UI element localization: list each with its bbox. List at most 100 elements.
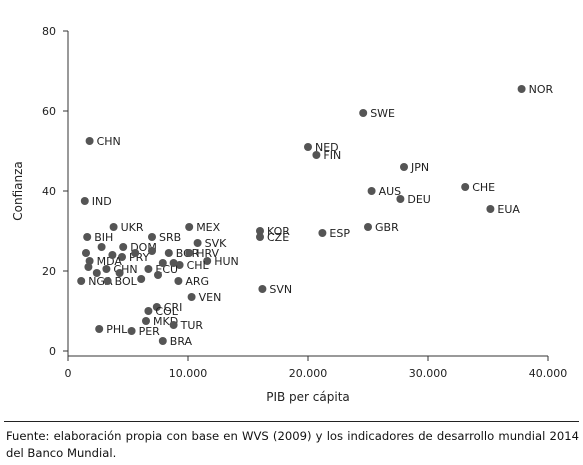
data-point [108, 251, 117, 259]
data-point [92, 269, 101, 277]
data-point [174, 277, 183, 285]
point-label: AUS [379, 185, 402, 198]
data-point [312, 151, 321, 159]
point-label: PER [139, 325, 161, 338]
data-point [119, 243, 128, 251]
point-label: SRB [159, 231, 181, 244]
data-point [83, 233, 92, 241]
point-label: MDA [97, 255, 123, 268]
scatter-chart: 0 20 40 60 80 0 10.000 20.000 30.000 40.000 NOR S… [11, 25, 568, 404]
y-tick-label: 40 [42, 185, 56, 198]
data-point [95, 325, 104, 333]
point-label: NOR [529, 83, 554, 96]
data-point [102, 265, 111, 273]
point-label: TUR [180, 319, 204, 332]
data-point [109, 223, 118, 231]
data-point [158, 259, 167, 267]
data-point [258, 285, 267, 293]
data-point [364, 223, 372, 231]
point-label: HUN [214, 255, 239, 268]
data-point [517, 85, 526, 93]
data-point [164, 249, 173, 257]
point-label: JPN [410, 161, 429, 174]
data-point [118, 253, 126, 261]
data-point [185, 249, 194, 257]
y-tick-label: 60 [42, 105, 56, 118]
point-label: ARG [185, 275, 209, 288]
point-label: NED [315, 141, 339, 154]
data-point [137, 275, 146, 283]
point-label: EUA [497, 203, 520, 216]
x-axis-title: PIB per cápita [266, 390, 350, 404]
data-point [148, 247, 156, 255]
source-note: Fuente: elaboración propia con base en W… [6, 429, 579, 460]
point-label: IND [92, 195, 112, 208]
x-tick-label: 20.000 [289, 367, 328, 380]
data-point [256, 233, 264, 241]
data-point [304, 143, 312, 151]
point-label: COL [155, 305, 178, 318]
data-point [144, 265, 153, 273]
y-axis-title: Confianza [11, 161, 25, 221]
x-tick-label: 40.000 [529, 367, 568, 380]
point-label: GBR [375, 221, 399, 234]
data-point [367, 187, 376, 195]
data-point [115, 269, 124, 277]
data-point [85, 257, 94, 265]
point-label: BIH [94, 231, 113, 244]
point-label: VEN [199, 291, 222, 304]
data-point [152, 303, 161, 311]
data-point [396, 195, 405, 203]
point-label: UKR [121, 221, 144, 234]
x-tick-label: 30.000 [409, 367, 448, 380]
y-axis: 0 20 40 60 80 [42, 25, 69, 358]
data-point [169, 321, 178, 329]
point-label: SVN [269, 283, 292, 296]
x-tick-label: 0 [65, 367, 72, 380]
point-label: KOR [267, 225, 290, 238]
data-point [486, 205, 495, 213]
data-point [131, 249, 140, 257]
x-axis: 0 10.000 20.000 30.000 40.000 [65, 355, 568, 380]
point-label: DEU [407, 193, 430, 206]
data-point [82, 249, 90, 257]
data-point [154, 271, 162, 279]
data-point [142, 317, 150, 325]
data-point [85, 137, 94, 145]
data-point [127, 327, 136, 335]
y-tick-label: 0 [49, 345, 56, 358]
divider [4, 421, 579, 422]
point-label: BOL [115, 275, 138, 288]
data-point [187, 293, 196, 301]
data-point [318, 229, 327, 237]
data-point [84, 263, 93, 271]
data-point [256, 227, 264, 235]
data-point [97, 243, 106, 251]
point-label: PHL [106, 323, 128, 336]
data-point [185, 223, 194, 231]
point-label: MEX [196, 221, 220, 234]
data-point [80, 197, 89, 205]
point-label: HRV [196, 247, 219, 260]
y-tick-label: 20 [42, 265, 56, 278]
data-point [158, 337, 167, 345]
data-point [103, 277, 112, 285]
point-label: CZE [267, 231, 289, 244]
data-point [148, 233, 156, 241]
point-label: FIN [323, 149, 341, 162]
point-label: CHE [472, 181, 495, 194]
data-point [77, 277, 86, 285]
point-label: SVK [205, 237, 228, 250]
y-tick-label: 80 [42, 25, 56, 38]
data-point [193, 239, 202, 247]
data-point [144, 307, 153, 315]
x-tick-label: 10.000 [169, 367, 208, 380]
point-label: BRA [170, 335, 193, 348]
point-label: CRI [164, 301, 183, 314]
data-point [203, 257, 212, 265]
data-point [461, 183, 470, 191]
data-point [359, 109, 368, 117]
point-label: ESP [329, 227, 350, 240]
point-label: CHN [97, 135, 121, 148]
